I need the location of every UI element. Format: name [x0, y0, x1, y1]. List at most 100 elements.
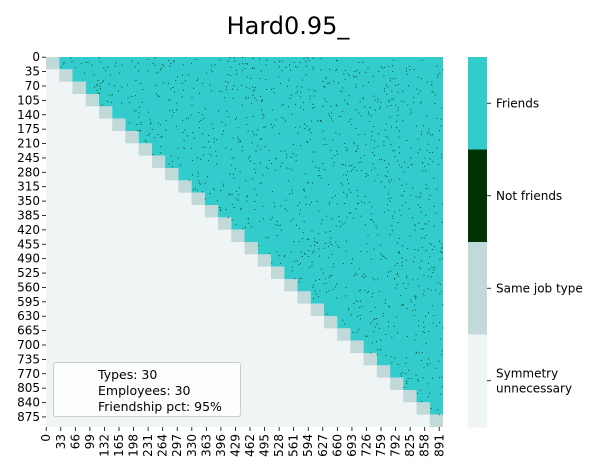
- not-friends-cell: [314, 244, 316, 246]
- not-friends-cell: [370, 352, 372, 354]
- not-friends-cell: [254, 200, 256, 202]
- x-axis: 0 33 66 99 132 165 198 231 264 297 330 363 396 429 462…: [39, 427, 446, 457]
- not-friends-cell: [299, 202, 301, 204]
- not-friends-cell: [390, 105, 392, 106]
- not-friends-cell: [232, 98, 234, 100]
- not-friends-cell: [210, 147, 211, 148]
- not-friends-cell: [172, 115, 174, 117]
- not-friends-cell: [247, 63, 249, 65]
- not-friends-cell: [331, 158, 333, 160]
- not-friends-cell: [348, 121, 350, 123]
- not-friends-cell: [374, 279, 376, 281]
- colorbar-segment: [468, 149, 487, 243]
- not-friends-cell: [405, 70, 407, 72]
- same-job-block: [244, 242, 258, 255]
- not-friends-cell: [383, 141, 385, 143]
- not-friends-cell: [434, 103, 436, 104]
- not-friends-cell: [418, 380, 420, 382]
- not-friends-cell: [85, 61, 87, 63]
- not-friends-cell: [372, 75, 374, 77]
- not-friends-cell: [320, 268, 322, 270]
- not-friends-cell: [385, 334, 387, 335]
- not-friends-cell: [140, 124, 142, 125]
- x-tick-label: 231: [141, 434, 155, 457]
- not-friends-cell: [137, 62, 139, 64]
- not-friends-cell: [378, 133, 380, 134]
- not-friends-cell: [325, 242, 327, 244]
- not-friends-cell: [436, 117, 438, 119]
- not-friends-cell: [341, 87, 343, 89]
- not-friends-cell: [341, 163, 343, 165]
- not-friends-cell: [225, 86, 227, 88]
- not-friends-cell: [300, 91, 301, 93]
- not-friends-cell: [267, 237, 269, 239]
- not-friends-cell: [387, 271, 389, 273]
- not-friends-cell: [215, 155, 217, 157]
- not-friends-cell: [353, 142, 354, 143]
- not-friends-cell: [377, 278, 379, 280]
- not-friends-cell: [374, 180, 376, 182]
- not-friends-cell: [281, 117, 283, 118]
- not-friends-cell: [412, 217, 414, 219]
- not-friends-cell: [387, 198, 389, 199]
- same-job-block: [350, 340, 364, 353]
- not-friends-cell: [252, 178, 253, 180]
- not-friends-cell: [358, 112, 360, 114]
- not-friends-cell: [283, 256, 285, 258]
- not-friends-cell: [250, 77, 252, 79]
- not-friends-cell: [379, 159, 380, 161]
- not-friends-cell: [344, 79, 346, 81]
- not-friends-cell: [304, 173, 306, 175]
- not-friends-cell: [421, 246, 423, 248]
- not-friends-cell: [428, 221, 430, 222]
- not-friends-cell: [74, 66, 76, 68]
- x-tick-label: 726: [359, 434, 373, 457]
- not-friends-cell: [387, 171, 389, 173]
- not-friends-cell: [106, 100, 108, 102]
- not-friends-cell: [235, 223, 237, 225]
- same-job-block: [231, 229, 245, 242]
- y-tick-label: 665: [17, 324, 40, 338]
- not-friends-cell: [103, 67, 105, 69]
- not-friends-cell: [292, 218, 294, 220]
- not-friends-cell: [271, 262, 273, 264]
- x-tick-label: 792: [389, 434, 403, 457]
- not-friends-cell: [326, 100, 328, 102]
- not-friends-cell: [238, 194, 240, 196]
- not-friends-cell: [379, 290, 380, 292]
- not-friends-cell: [237, 136, 238, 138]
- not-friends-cell: [114, 65, 116, 67]
- x-tick-label: 363: [199, 434, 213, 457]
- not-friends-cell: [401, 265, 403, 266]
- not-friends-cell: [154, 57, 156, 59]
- not-friends-cell: [368, 82, 369, 83]
- not-friends-cell: [317, 120, 319, 122]
- not-friends-cell: [371, 151, 373, 153]
- not-friends-cell: [359, 314, 361, 316]
- not-friends-cell: [161, 135, 163, 137]
- not-friends-cell: [345, 70, 346, 72]
- not-friends-cell: [394, 287, 396, 289]
- not-friends-cell: [289, 64, 290, 66]
- not-friends-cell: [310, 132, 312, 134]
- not-friends-cell: [150, 122, 152, 124]
- not-friends-cell: [401, 166, 402, 168]
- not-friends-cell: [311, 120, 313, 122]
- not-friends-cell: [375, 341, 377, 342]
- not-friends-cell: [214, 64, 216, 66]
- not-friends-cell: [198, 183, 200, 185]
- not-friends-cell: [413, 261, 414, 263]
- not-friends-cell: [258, 245, 260, 247]
- not-friends-cell: [439, 293, 441, 295]
- not-friends-cell: [347, 73, 349, 75]
- not-friends-cell: [318, 167, 320, 169]
- not-friends-cell: [250, 160, 252, 162]
- not-friends-cell: [286, 210, 288, 212]
- not-friends-cell: [160, 67, 162, 69]
- not-friends-cell: [420, 211, 422, 213]
- not-friends-cell: [407, 166, 409, 168]
- not-friends-cell: [431, 81, 433, 83]
- not-friends-cell: [433, 177, 435, 179]
- not-friends-cell: [332, 139, 334, 141]
- not-friends-cell: [426, 115, 428, 117]
